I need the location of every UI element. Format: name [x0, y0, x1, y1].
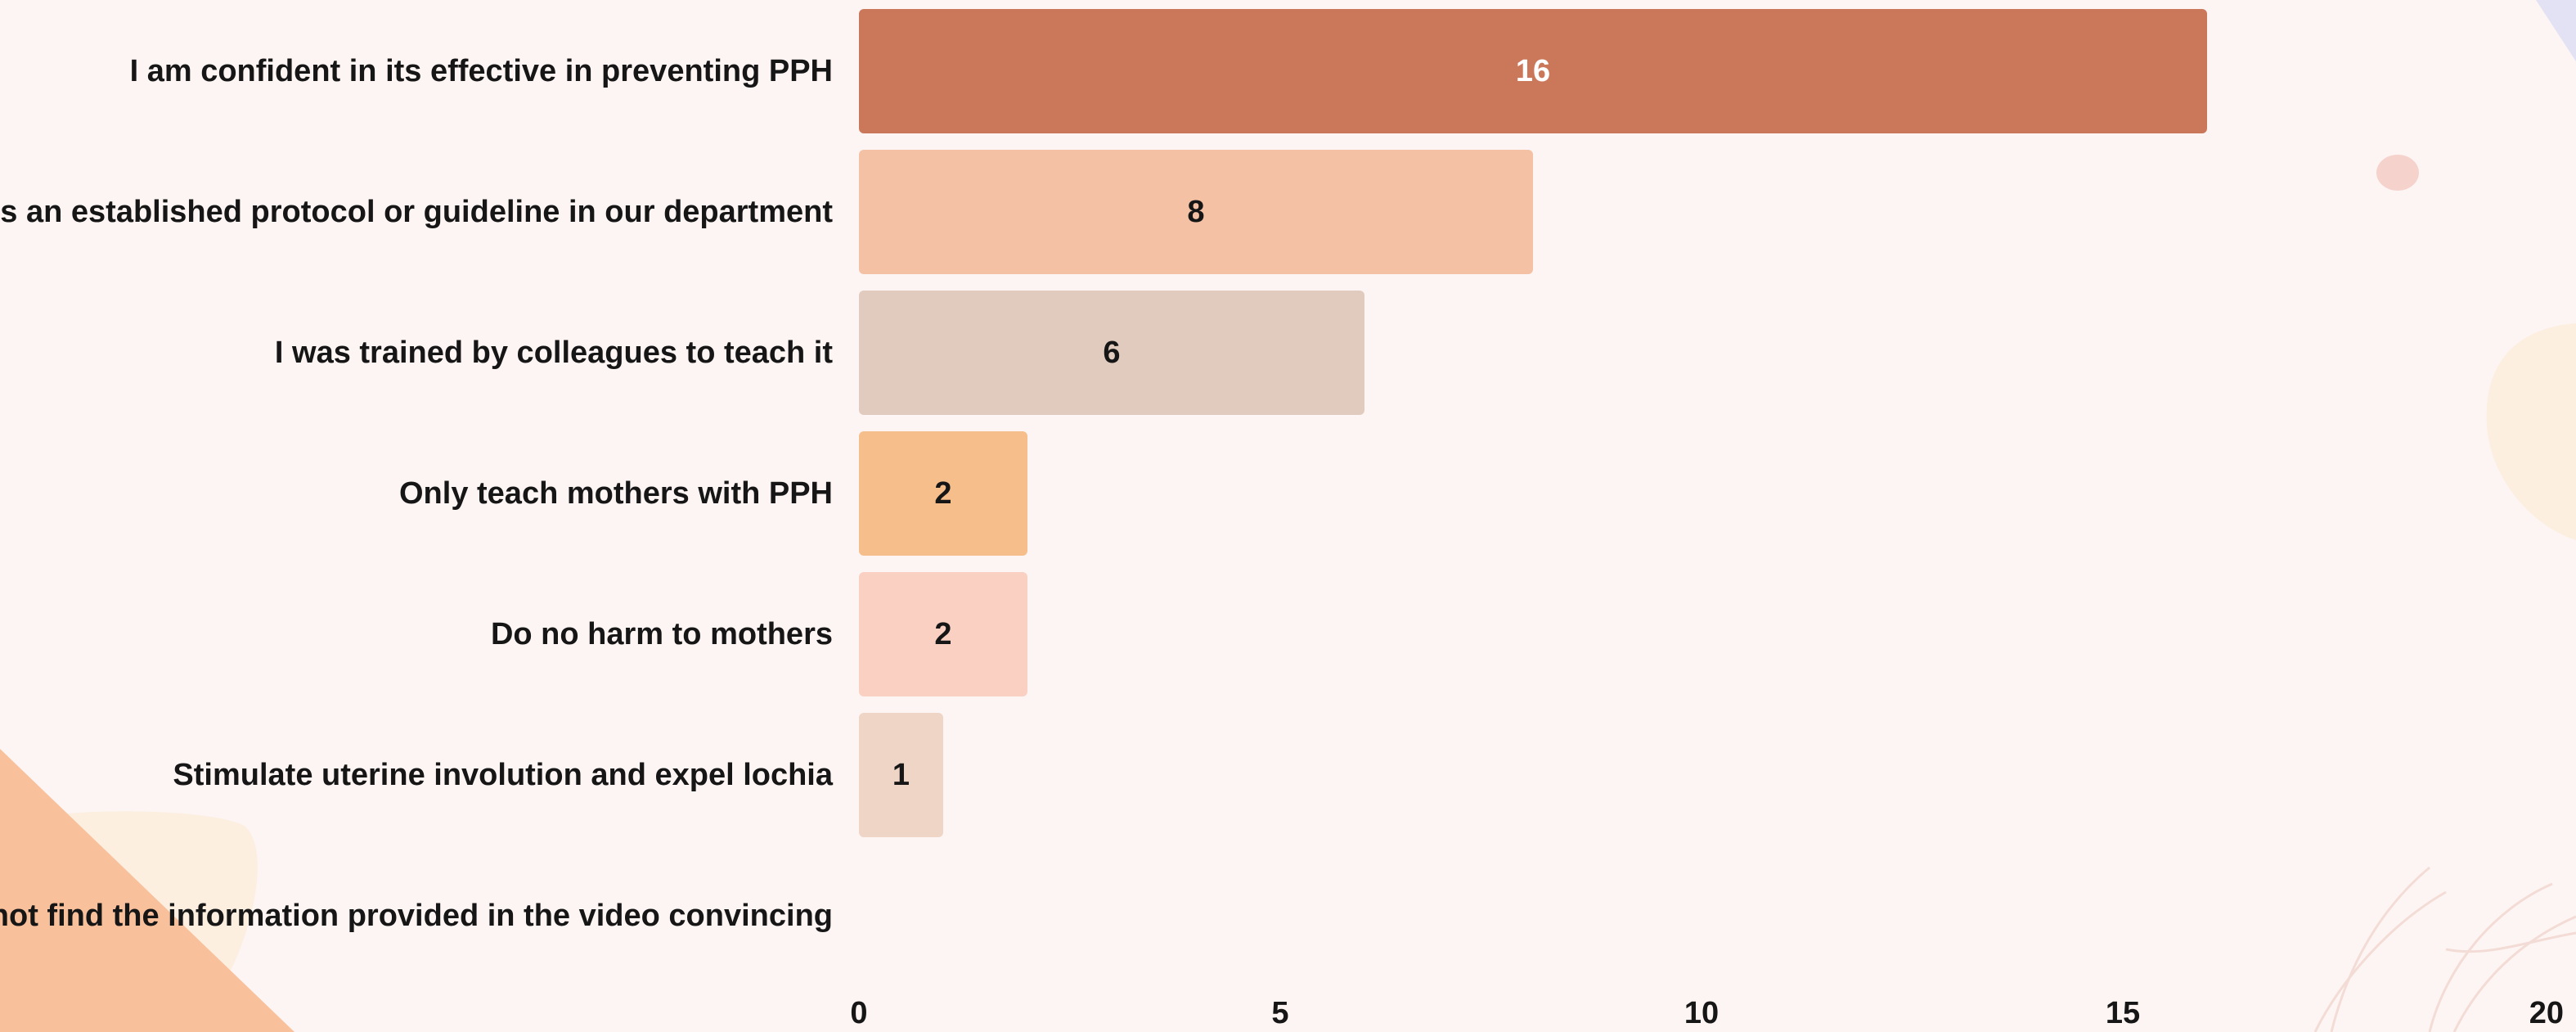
category-label-3: I was trained by colleagues to teach it	[275, 336, 833, 370]
decorative-corner-lavender	[2536, 0, 2576, 61]
x-tick-label-5: 5	[1271, 996, 1288, 1030]
category-label-2: It is an established protocol or guideli…	[0, 195, 833, 229]
decorative-triangle-orange	[0, 749, 294, 1032]
bar-value-label-2: 8	[1187, 195, 1204, 229]
bar-value-label-3: 6	[1103, 336, 1120, 370]
category-labels-group: I am confident in its effective in preve…	[0, 54, 834, 933]
category-label-5: Do no harm to mothers	[491, 617, 833, 651]
x-tick-label-20: 20	[2529, 996, 2564, 1030]
bar-6	[859, 713, 943, 837]
category-label-1: I am confident in its effective in preve…	[130, 54, 833, 88]
decorative-blob-right	[2486, 323, 2576, 540]
value-labels-group: 16 8 6 2 2 1	[892, 54, 1550, 792]
category-label-7: I did not find the information provided …	[0, 899, 833, 933]
bar-value-label-5: 2	[934, 617, 951, 651]
bar-value-label-1: 16	[1516, 54, 1550, 88]
bars-group	[859, 9, 2207, 837]
category-label-4: Only teach mothers with PPH	[399, 476, 833, 511]
category-label-6: Stimulate uterine involution and expel l…	[173, 758, 833, 792]
bar-3	[859, 291, 1364, 415]
x-axis: 0 5 10 15 20	[850, 996, 2564, 1030]
bar-2	[859, 150, 1533, 274]
x-tick-label-0: 0	[850, 996, 867, 1030]
bar-value-label-6: 1	[892, 758, 910, 792]
bar-1	[859, 9, 2207, 133]
x-tick-label-15: 15	[2106, 996, 2140, 1030]
bar-5	[859, 572, 1027, 696]
x-tick-label-10: 10	[1684, 996, 1719, 1030]
bar-4	[859, 431, 1027, 556]
decorative-dot-pink	[2376, 155, 2419, 191]
decorative-leaf-outline	[2313, 866, 2576, 1032]
bar-value-label-4: 2	[934, 476, 951, 511]
